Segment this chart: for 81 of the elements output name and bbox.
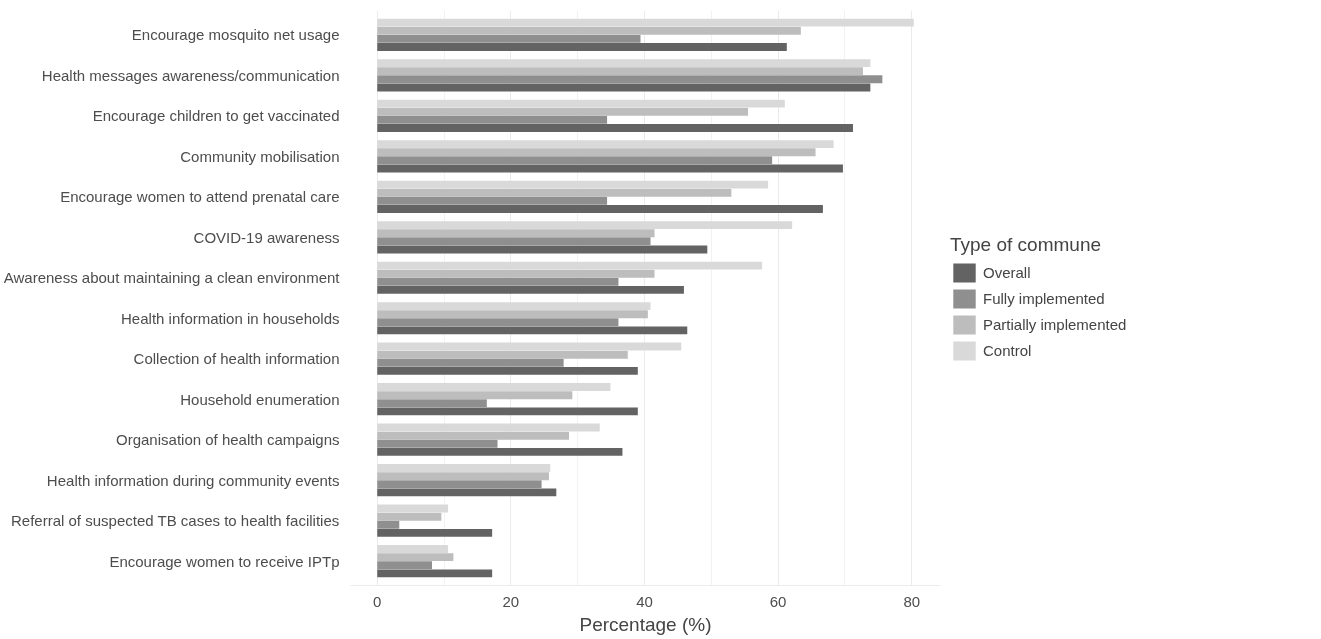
bar bbox=[377, 115, 608, 124]
bar bbox=[377, 391, 573, 400]
bar bbox=[377, 148, 816, 157]
bar bbox=[377, 504, 449, 513]
bar bbox=[377, 407, 638, 416]
bar bbox=[377, 229, 655, 238]
bar bbox=[377, 561, 433, 570]
bar bbox=[377, 447, 623, 456]
bar bbox=[377, 480, 542, 489]
bar bbox=[377, 59, 871, 68]
bar bbox=[377, 285, 684, 294]
bar bbox=[377, 383, 611, 392]
bar bbox=[377, 399, 487, 408]
x-tick-label: 80 bbox=[903, 592, 921, 610]
y-tick-label: Collection of health information bbox=[133, 350, 340, 368]
x-tick-label: 40 bbox=[636, 592, 653, 610]
y-tick-label: Referral of suspected TB cases to health facilities bbox=[11, 512, 340, 530]
bar bbox=[377, 423, 600, 432]
bar bbox=[377, 180, 769, 189]
y-tick-label: Encourage mosquito net usage bbox=[131, 26, 340, 44]
y-tick-label: Encourage women to receive IPTp bbox=[109, 552, 340, 570]
bar bbox=[377, 245, 708, 254]
bar bbox=[377, 553, 454, 562]
bar bbox=[377, 83, 871, 92]
y-tick-label: Encourage women to attend prenatal care bbox=[60, 188, 340, 206]
bar bbox=[377, 188, 732, 197]
y-tick-label: Health messages awareness/communication bbox=[41, 66, 340, 84]
bar bbox=[377, 18, 914, 27]
bar bbox=[377, 431, 569, 440]
y-tick-label: COVID-19 awareness bbox=[193, 228, 340, 246]
y-tick-label: Awareness about maintaining a clean environment bbox=[3, 269, 341, 287]
bar bbox=[377, 464, 551, 473]
bar bbox=[377, 196, 608, 205]
bar bbox=[377, 261, 763, 270]
x-axis-title: Percentage (%) bbox=[579, 613, 712, 635]
x-tick-label: 0 bbox=[373, 592, 382, 610]
bar bbox=[377, 358, 564, 367]
legend-label: Partially implemented bbox=[983, 314, 1127, 335]
bar bbox=[377, 318, 619, 327]
bar bbox=[377, 310, 648, 319]
legend-label: Control bbox=[983, 340, 1032, 361]
bar bbox=[377, 520, 400, 529]
bar bbox=[377, 140, 834, 149]
bar bbox=[377, 512, 442, 521]
bar bbox=[377, 123, 853, 132]
bar bbox=[377, 342, 682, 351]
legend-title: Type of commune bbox=[950, 233, 1103, 255]
y-tick-label: Encourage children to get vaccinated bbox=[92, 107, 340, 125]
legend-label: Fully implemented bbox=[983, 288, 1105, 309]
bar bbox=[377, 99, 785, 108]
bar bbox=[377, 302, 651, 311]
bar bbox=[377, 164, 843, 173]
bar bbox=[377, 26, 801, 35]
bar bbox=[377, 269, 655, 278]
bar bbox=[377, 528, 493, 537]
bar bbox=[377, 204, 823, 213]
bar bbox=[377, 42, 787, 51]
bar bbox=[377, 34, 641, 43]
bar bbox=[377, 107, 749, 116]
bar bbox=[377, 67, 863, 76]
bar bbox=[377, 156, 773, 165]
bar bbox=[377, 221, 793, 230]
legend-label: Overall bbox=[983, 262, 1031, 283]
bar bbox=[377, 472, 549, 481]
y-tick-label: Organisation of health campaigns bbox=[116, 431, 340, 449]
bar bbox=[377, 439, 498, 448]
bar bbox=[377, 277, 619, 286]
y-tick-label: Household enumeration bbox=[180, 390, 340, 408]
bar bbox=[377, 488, 557, 497]
x-tick-label: 60 bbox=[769, 592, 787, 610]
y-tick-label: Health information during community events bbox=[46, 471, 340, 489]
y-tick-label: Community mobilisation bbox=[180, 147, 340, 165]
y-tick-label: Health information in households bbox=[121, 309, 340, 327]
bar bbox=[377, 569, 493, 578]
bar bbox=[377, 75, 883, 84]
x-tick-label: 20 bbox=[502, 592, 520, 610]
bar bbox=[377, 350, 628, 359]
bar bbox=[377, 366, 638, 375]
bar bbox=[377, 237, 651, 246]
bar bbox=[377, 545, 449, 554]
bar bbox=[377, 326, 688, 335]
